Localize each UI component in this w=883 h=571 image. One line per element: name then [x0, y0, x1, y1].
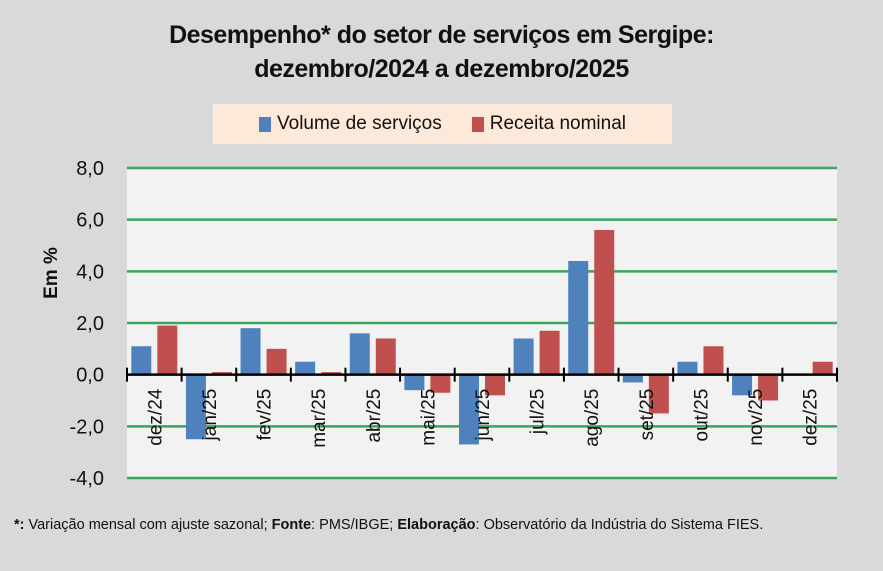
bar-receita [430, 374, 451, 393]
x-axis-tick-labels: dez/24 jan/25 fev/25 mar/25 abr/25 mai/25 jun/… [145, 388, 821, 448]
bars [131, 230, 833, 445]
y-tick-label: -4,0 [70, 468, 104, 490]
bar-receita [539, 330, 560, 375]
bar-receita [157, 325, 178, 375]
y-tick-label: -2,0 [70, 416, 104, 438]
bar-receita [648, 374, 669, 414]
x-tick-label: dez/25 [801, 389, 822, 446]
bar-volume [295, 361, 316, 375]
x-tick-label: fev/25 [255, 389, 276, 441]
x-tick-label: abr/25 [364, 389, 385, 443]
bar-receita [703, 346, 724, 375]
footnote-text-1: Variação mensal com ajuste sazonal; [24, 517, 272, 533]
footnote-fonte-label: Fonte [271, 517, 312, 533]
x-tick-label: jan/25 [200, 389, 221, 442]
chart-title: Desempenho* do setor de serviços em Serg… [0, 18, 883, 86]
bar-receita [375, 338, 396, 375]
bar-receita [485, 374, 505, 396]
bar-volume [131, 346, 152, 375]
legend-swatch-receita [471, 116, 484, 132]
gridlines [127, 166, 837, 480]
footnote: *: Variação mensal com ajuste sazonal; F… [14, 514, 874, 536]
y-axis-label: Em % [41, 247, 62, 299]
legend: Volume de serviços Receita nominal [213, 104, 672, 144]
bar-volume [513, 338, 534, 375]
y-axis-tick-labels: -4,0 -2,0 0,0 2,0 4,0 6,0 8,0 [70, 158, 104, 490]
x-tick-label: jul/25 [528, 389, 549, 435]
bar-volume [622, 374, 643, 383]
bar-volume [349, 333, 370, 375]
bar-receita [594, 230, 615, 375]
bar-volume [677, 361, 698, 375]
bar-volume [732, 374, 753, 396]
bar-receita [758, 374, 779, 401]
bar-volume [185, 374, 206, 440]
y-tick-label: 8,0 [76, 158, 104, 180]
y-tick-label: 4,0 [76, 261, 104, 283]
x-axis [126, 367, 838, 382]
bar-receita [211, 372, 232, 375]
legend-label-volume: Volume de serviços [277, 113, 442, 134]
bar-receita [812, 361, 833, 375]
footnote-text-2: : PMS/IBGE; [311, 517, 398, 533]
x-tick-label: out/25 [691, 389, 712, 442]
legend-label-receita: Receita nominal [489, 113, 626, 134]
legend-item-volume: Volume de serviços [259, 113, 442, 135]
y-tick-label: 6,0 [76, 210, 104, 232]
footnote-marker: *: [14, 517, 25, 533]
bar-receita [321, 372, 342, 375]
bar-receita [266, 348, 287, 375]
x-tick-label: nov/25 [746, 389, 767, 446]
footnote-elaboracao-label: Elaboração [397, 517, 476, 533]
bar-volume [404, 374, 425, 391]
chart-title-line-2: dezembro/2024 a dezembro/2025 [254, 55, 629, 83]
x-tick-label: ago/25 [582, 389, 603, 447]
legend-item-receita: Receita nominal [471, 113, 626, 135]
x-tick-label: mar/25 [309, 389, 330, 448]
chart-title-line-1: Desempenho* do setor de serviços em Serg… [169, 21, 714, 49]
footnote-text-3: : Observatório da Indústria do Sistema F… [475, 517, 764, 533]
bar-volume [568, 261, 589, 375]
x-tick-label: set/25 [637, 389, 658, 441]
x-tick-label: jun/25 [473, 389, 494, 442]
legend-swatch-volume [259, 116, 271, 132]
bar-volume [459, 374, 479, 445]
x-tick-label: dez/24 [145, 388, 166, 445]
y-tick-label: 2,0 [76, 313, 104, 335]
x-tick-label: mai/25 [418, 389, 439, 446]
bar-volume [240, 328, 261, 375]
y-tick-label: 0,0 [76, 365, 104, 387]
